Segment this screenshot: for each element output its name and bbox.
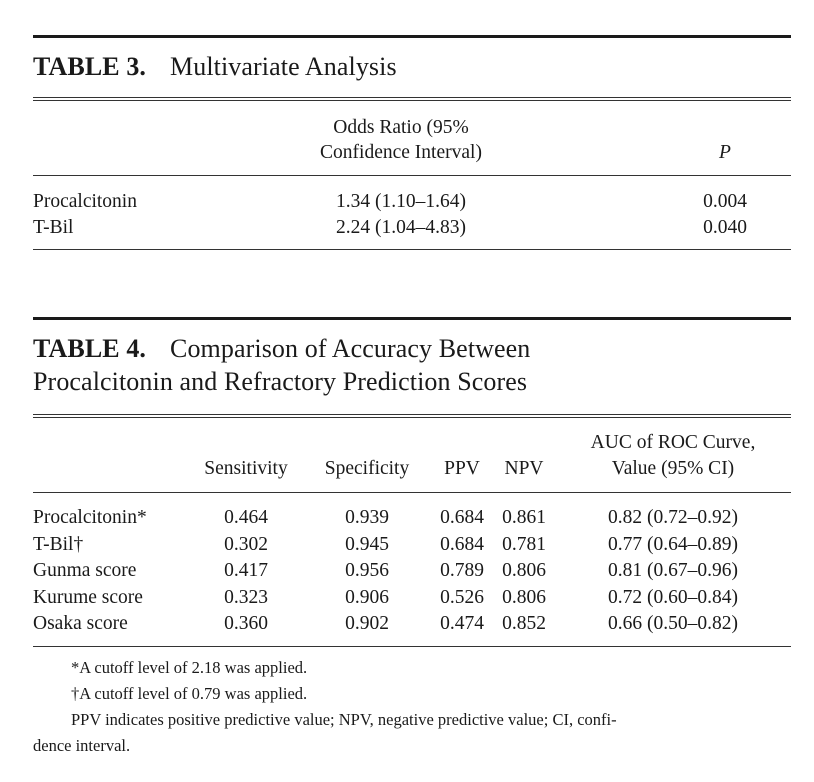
row-specificity: 0.906: [345, 586, 389, 608]
header-ppv: PPV: [444, 458, 480, 479]
table-3-header-row: Odds Ratio (95% Confidence Interval) P: [33, 115, 791, 165]
row-specificity: 0.902: [345, 613, 389, 634]
row-name: Kurume score: [33, 586, 143, 608]
footnote-3-line2: dence interval.: [33, 735, 131, 755]
header-odds-ratio-line2: Confidence Interval): [320, 142, 482, 163]
header-auc-line2: Value (95% CI): [611, 458, 735, 479]
header-auc: AUC of ROC Curve, Value (95% CI): [555, 430, 791, 482]
row-specificity: 0.945: [345, 533, 389, 555]
top-rule: [33, 35, 791, 38]
row-npv: 0.806: [502, 560, 546, 581]
table-row: Procalcitonin 1.34 (1.10–1.64) 0.004: [33, 189, 791, 215]
table-4-header-row: Sensitivity Specificity PPV NPV AUC of R…: [33, 430, 791, 482]
header-rule: [33, 414, 791, 418]
table-row: T-Bil 2.24 (1.04–4.83) 0.040: [33, 215, 791, 241]
table-row: Procalcitonin* 0.464 0.939 0.684 0.861 0…: [33, 505, 791, 532]
header-p: P: [719, 142, 731, 163]
row-ppv: 0.684: [440, 507, 484, 528]
header-sensitivity: Sensitivity: [204, 458, 288, 479]
table-footnotes: *A cutoff level of 2.18 was applied. †A …: [33, 655, 791, 759]
footnote-2: †A cutoff level of 0.79 was applied.: [71, 683, 308, 703]
row-name: T-Bil†: [33, 533, 84, 555]
header-specificity: Specificity: [324, 458, 410, 479]
table-4: TABLE 4. Comparison of Accuracy Between P…: [33, 317, 791, 759]
footnote-3-line1: PPV indicates positive predictive value;…: [71, 709, 617, 729]
table-3-title: TABLE 3. Multivariate Analysis: [33, 50, 791, 83]
row-sensitivity: 0.360: [224, 613, 268, 634]
row-sensitivity: 0.302: [224, 533, 268, 555]
row-name: Gunma score: [33, 560, 137, 581]
table-3-grid: Odds Ratio (95% Confidence Interval) P: [33, 115, 791, 165]
table-row: Gunma score 0.417 0.956 0.789 0.806 0.81…: [33, 558, 791, 585]
row-auc: 0.72 (0.60–0.84): [608, 586, 738, 608]
header-auc-line1: AUC of ROC Curve,: [590, 432, 756, 453]
row-ppv: 0.474: [440, 613, 484, 634]
table-4-caption-line2: Procalcitonin and Refractory Prediction …: [33, 367, 528, 396]
table-3: TABLE 3. Multivariate Analysis Odds Ratio…: [33, 35, 791, 250]
row-variable: T-Bil: [33, 217, 74, 238]
table-4-header: Sensitivity Specificity PPV NPV AUC of R…: [33, 430, 791, 482]
row-name: Osaka score: [33, 613, 128, 634]
row-odds-ratio: 1.34 (1.10–1.64): [336, 191, 466, 212]
table-4-label: TABLE 4.: [33, 334, 147, 363]
row-odds-ratio: 2.24 (1.04–4.83): [336, 217, 466, 238]
row-p: 0.040: [703, 217, 747, 238]
row-specificity: 0.956: [345, 560, 389, 581]
row-auc: 0.81 (0.67–0.96): [608, 560, 738, 581]
header-odds-ratio-line1: Odds Ratio (95%: [333, 117, 469, 138]
table-4-body: Procalcitonin* 0.464 0.939 0.684 0.861 0…: [33, 505, 791, 638]
row-sensitivity: 0.417: [224, 560, 268, 581]
table-row: Kurume score 0.323 0.906 0.526 0.806 0.7…: [33, 585, 791, 612]
row-npv: 0.852: [502, 613, 546, 634]
top-rule: [33, 317, 791, 320]
subheader-rule: [33, 492, 791, 493]
row-auc: 0.66 (0.50–0.82): [608, 613, 738, 634]
row-ppv: 0.684: [440, 533, 484, 555]
row-p: 0.004: [703, 191, 747, 212]
row-npv: 0.781: [502, 533, 546, 555]
row-sensitivity: 0.323: [224, 586, 268, 608]
header-variable: [33, 115, 285, 165]
table-row: T-Bil† 0.302 0.945 0.684 0.781 0.77 (0.6…: [33, 532, 791, 559]
bottom-rule: [33, 249, 791, 250]
subheader-rule: [33, 175, 791, 176]
row-auc: 0.82 (0.72–0.92): [608, 507, 738, 528]
header-npv: NPV: [504, 458, 544, 479]
table-3-label: TABLE 3.: [33, 52, 147, 81]
header-odds-ratio: Odds Ratio (95% Confidence Interval): [285, 115, 517, 165]
table-row: Osaka score 0.360 0.902 0.474 0.852 0.66…: [33, 611, 791, 638]
row-auc: 0.77 (0.64–0.89): [608, 533, 738, 555]
row-specificity: 0.939: [345, 507, 389, 528]
row-ppv: 0.789: [440, 560, 484, 581]
table-4-caption-line1: Comparison of Accuracy Between: [170, 334, 531, 363]
row-npv: 0.806: [502, 586, 546, 608]
footnote-1: *A cutoff level of 2.18 was applied.: [71, 657, 308, 677]
header-rule: [33, 97, 791, 101]
row-name: Procalcitonin*: [33, 507, 147, 528]
row-ppv: 0.526: [440, 586, 484, 608]
row-sensitivity: 0.464: [224, 507, 268, 528]
bottom-rule: [33, 645, 791, 647]
table-4-title: TABLE 4. Comparison of Accuracy Between P…: [33, 332, 791, 398]
table-3-body: Procalcitonin 1.34 (1.10–1.64) 0.004 T-B…: [33, 189, 791, 241]
row-variable: Procalcitonin: [33, 191, 137, 212]
table-3-caption: Multivariate Analysis: [170, 52, 397, 81]
row-npv: 0.861: [502, 507, 546, 528]
